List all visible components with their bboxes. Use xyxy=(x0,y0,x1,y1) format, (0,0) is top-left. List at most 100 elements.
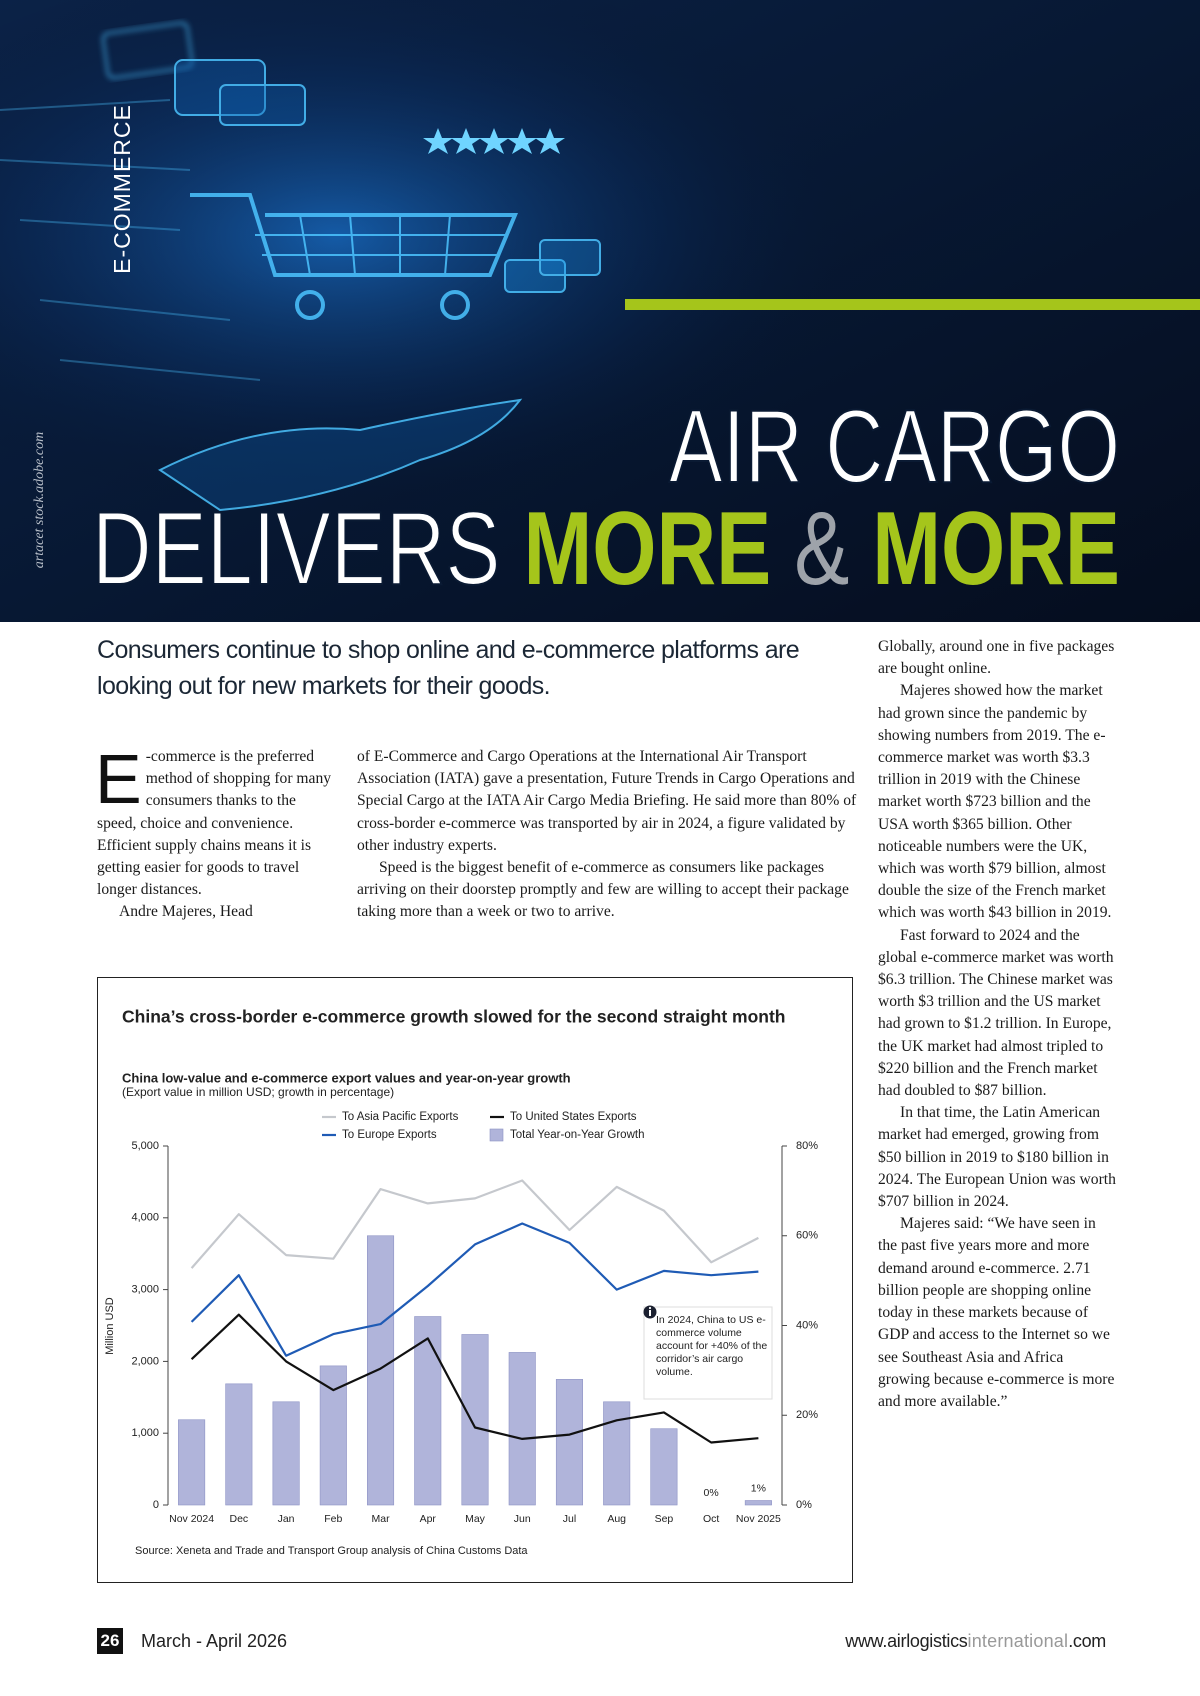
bar xyxy=(555,1379,583,1506)
bar xyxy=(367,1235,395,1506)
bar xyxy=(508,1352,536,1506)
info-icon-stem xyxy=(649,1310,651,1316)
legend-label: To Europe Exports xyxy=(342,1129,437,1141)
standfirst: Consumers continue to shop online and e-… xyxy=(97,636,800,700)
headline-line-1: AIR CARGO xyxy=(669,389,1120,505)
y-tick-label: 5,000 xyxy=(131,1140,159,1152)
y-tick-label: 0 xyxy=(153,1499,159,1511)
x-tick-label: Dec xyxy=(230,1513,249,1525)
annotation-box xyxy=(643,1306,773,1400)
chart-note: (Export value in million USD; growth in … xyxy=(122,1085,394,1099)
x-tick-label: Oct xyxy=(703,1513,719,1525)
bar xyxy=(414,1316,442,1506)
paragraph-text: Majeres showed how the market had grown … xyxy=(878,682,1112,922)
paragraph: In that time, the Latin American market … xyxy=(878,1102,1116,1213)
x-tick-label: Jun xyxy=(514,1513,531,1525)
x-tick-label: Jan xyxy=(278,1513,295,1525)
paragraph-text: -commerce is the preferred method of sho… xyxy=(97,748,332,899)
y2-tick-label: 60% xyxy=(796,1230,818,1242)
paragraph: Globally, around one in five packages ar… xyxy=(878,636,1116,680)
paragraph-text: In that time, the Latin American market … xyxy=(878,1104,1116,1211)
y-tick-label: 1,000 xyxy=(131,1427,159,1439)
paragraph-text: Speed is the biggest benefit of e-commer… xyxy=(357,859,849,921)
chart-source: Source: Xeneta and Trade and Transport G… xyxy=(135,1545,528,1557)
drop-cap: E xyxy=(95,740,142,818)
paragraph: Speed is the biggest benefit of e-commer… xyxy=(357,857,857,924)
chart-subtitle: China low-value and e-commerce export va… xyxy=(122,1070,571,1085)
legend-label: To Asia Pacific Exports xyxy=(342,1111,459,1123)
x-tick-label: Sep xyxy=(655,1513,674,1525)
line-series xyxy=(190,1179,759,1269)
x-tick-label: Mar xyxy=(371,1513,390,1525)
section-label: E-COMMERCE xyxy=(109,104,135,274)
headline-ampersand: & xyxy=(794,491,849,607)
body-column: E -commerce is the preferred method of sh… xyxy=(95,740,337,924)
data-label: 0% xyxy=(704,1487,719,1499)
y2-tick-label: 20% xyxy=(796,1409,818,1421)
y-tick-label: 3,000 xyxy=(131,1284,159,1296)
paragraph: Andre Majeres, Head xyxy=(97,901,337,923)
legend-label: To United States Exports xyxy=(510,1111,637,1123)
annotation: In 2024, China to US e-commerce volume a… xyxy=(643,1305,773,1400)
x-tick-label: Nov 2024 xyxy=(169,1513,214,1525)
headline-line-2: DELIVERS MORE & MORE xyxy=(92,491,1120,607)
footer: 26 March - April 2026 www.airlogisticsin… xyxy=(0,1624,1200,1658)
y-tick-label: 4,000 xyxy=(131,1212,159,1224)
headline-highlight: MORE xyxy=(523,491,771,607)
chart-title: China’s cross-border e-commerce growth s… xyxy=(122,1007,786,1027)
paragraph-text: Majeres said: “We have seen in the past … xyxy=(878,1215,1115,1410)
paragraph: Fast forward to 2024 and the global e-co… xyxy=(878,925,1116,1103)
x-tick-label: Jul xyxy=(563,1513,576,1525)
website-part: .com xyxy=(1068,1631,1106,1651)
bar xyxy=(744,1500,772,1506)
y-axis-label: Million USD xyxy=(104,1297,116,1355)
data-label: 1% xyxy=(751,1482,766,1494)
y2-tick-label: 80% xyxy=(796,1140,818,1152)
legend-swatch xyxy=(489,1128,504,1142)
paragraph-text: Fast forward to 2024 and the global e-co… xyxy=(878,926,1114,1100)
chart-frame: China’s cross-border e-commerce growth s… xyxy=(97,977,853,1583)
issue-date: March - April 2026 xyxy=(141,1631,288,1651)
website-part: www.airlogistics xyxy=(845,1631,968,1651)
line-series xyxy=(190,1222,759,1357)
paragraph: Majeres showed how the market had grown … xyxy=(878,680,1116,924)
hero-illustration xyxy=(0,22,601,512)
bar xyxy=(650,1428,678,1506)
paragraph-text: Globally, around one in five packages ar… xyxy=(878,638,1115,678)
bar xyxy=(225,1383,253,1506)
x-tick-label: Feb xyxy=(324,1513,342,1525)
page-number: 26 xyxy=(97,1628,123,1654)
website-part: international xyxy=(967,1631,1069,1651)
hero-glow xyxy=(0,0,1200,622)
rating-stars xyxy=(423,128,565,154)
x-tick-label: Aug xyxy=(607,1513,626,1525)
accent-bar xyxy=(625,299,1200,310)
website: www.airlogisticsinternational.com xyxy=(845,1628,1106,1654)
paragraph: E -commerce is the preferred method of sh… xyxy=(95,740,337,901)
annotation-text-box: In 2024, China to US e-commerce volume a… xyxy=(656,1314,768,1378)
headline-word: DELIVERS xyxy=(92,491,501,607)
y-tick-label: 2,000 xyxy=(131,1355,159,1367)
x-tick-label: May xyxy=(465,1513,486,1525)
hero-banner: E-COMMERCE artacet stock.adobe.com AIR C… xyxy=(0,0,1200,622)
bar xyxy=(461,1334,489,1506)
y2-tick-label: 40% xyxy=(796,1319,818,1331)
paragraph: of E-Commerce and Cargo Operations at th… xyxy=(357,746,857,857)
y2-tick-label: 0% xyxy=(796,1499,812,1511)
bar xyxy=(272,1401,300,1506)
line-series xyxy=(190,1313,759,1444)
legend-label: Total Year-on-Year Growth xyxy=(510,1129,644,1141)
annotation-text: In 2024, China to US e-commerce volume a… xyxy=(656,1314,768,1378)
chart: China’s cross-border e-commerce growth s… xyxy=(104,1007,818,1557)
paragraph-text: Andre Majeres, Head xyxy=(119,903,253,921)
info-icon-dot xyxy=(648,1306,652,1310)
body-column: of E-Commerce and Cargo Operations at th… xyxy=(357,746,857,924)
bar xyxy=(603,1401,631,1506)
photo-credit: artacet stock.adobe.com xyxy=(32,432,47,568)
body-column: Globally, around one in five packages ar… xyxy=(878,636,1116,1413)
bar xyxy=(178,1419,206,1506)
paragraph-text: of E-Commerce and Cargo Operations at th… xyxy=(357,748,857,854)
paragraph: Majeres said: “We have seen in the past … xyxy=(878,1213,1116,1413)
x-tick-label: Nov 2025 xyxy=(736,1513,781,1525)
